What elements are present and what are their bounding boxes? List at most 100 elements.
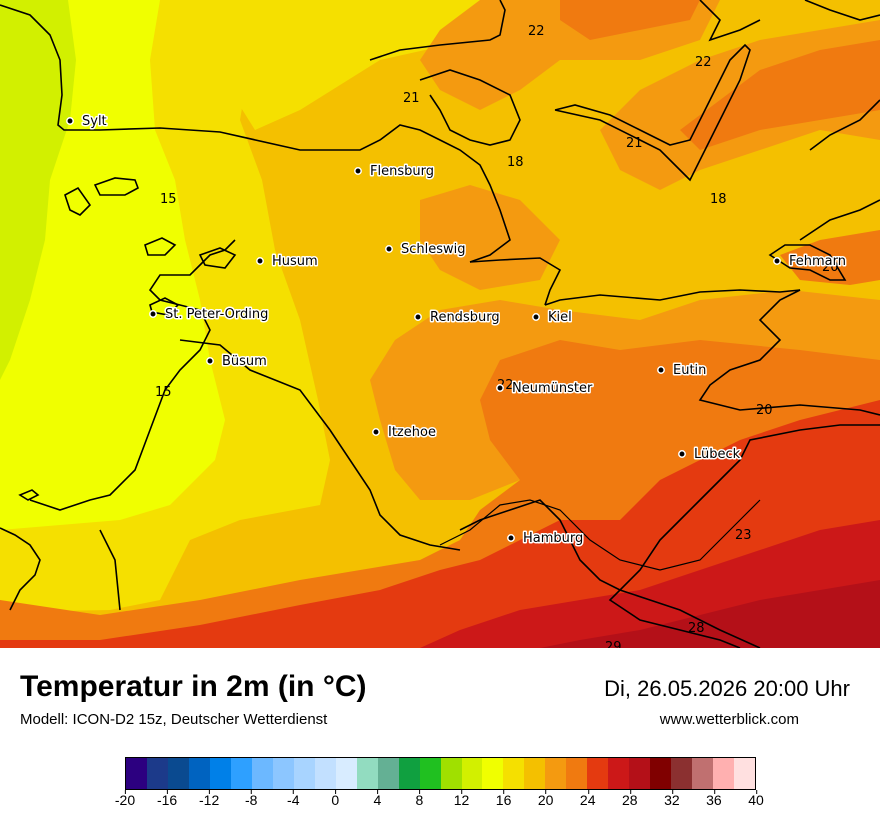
colorbar-segment bbox=[398, 758, 420, 789]
iso-label-6: 18 bbox=[710, 192, 727, 207]
city-label-kiel: Kiel bbox=[548, 310, 572, 325]
state-border bbox=[439, 499, 761, 571]
cities: Sylt Flensburg Husum Schleswig St. Peter… bbox=[66, 113, 848, 548]
colorbar-segment bbox=[356, 758, 378, 789]
colorbar-tick-label: 8 bbox=[415, 790, 424, 808]
iso-label-9: 20 bbox=[822, 260, 839, 275]
iso-label-7: 15 bbox=[160, 192, 177, 207]
city-hamburg: Hamburg bbox=[507, 530, 585, 548]
colorbar-tick-label: 4 bbox=[373, 790, 382, 808]
temp-zone-22-fehmarn bbox=[780, 230, 880, 285]
colorbar-segment bbox=[713, 758, 735, 789]
colorbar-segment bbox=[650, 758, 672, 789]
temp-zone-16-north bbox=[160, 0, 480, 130]
temp-zone-22-northeast bbox=[680, 40, 880, 150]
city-label-luebeck: Lübeck bbox=[694, 447, 741, 462]
temperature-map: 22 22 21 21 18 18 15 15 20 22 20 23 28 2… bbox=[0, 0, 880, 648]
iso-label-1: 22 bbox=[528, 24, 545, 39]
map-title: Temperatur in 2m (in °C) bbox=[20, 670, 367, 703]
city-rendsburg: Rendsburg bbox=[414, 309, 501, 327]
iso-label-3: 21 bbox=[403, 91, 420, 106]
colorbar-tick-label: 12 bbox=[453, 790, 470, 808]
colorbar-tick-label: 36 bbox=[706, 790, 722, 808]
temp-zone-28 bbox=[540, 580, 880, 648]
colorbar-tick-label: -20 bbox=[114, 790, 136, 808]
city-flensburg: Flensburg bbox=[354, 163, 435, 181]
colorbar-segment bbox=[251, 758, 273, 789]
iso-label-4: 21 bbox=[626, 136, 643, 151]
colorbar-tick-label: 16 bbox=[495, 790, 512, 808]
city-st-peter-ording: St. Peter-Ording bbox=[149, 306, 270, 324]
colorbar bbox=[125, 757, 756, 790]
colorbar-tick-label: 24 bbox=[579, 790, 596, 808]
forecast-datetime: Di, 26.05.2026 20:00 Uhr bbox=[604, 676, 850, 701]
iso-label-2: 22 bbox=[695, 55, 712, 70]
temp-zone-22-north bbox=[560, 0, 700, 40]
colorbar-segment bbox=[167, 758, 189, 789]
colorbar-segment bbox=[734, 758, 756, 789]
iso-label-5: 18 bbox=[507, 155, 524, 170]
colorbar-segment bbox=[587, 758, 609, 789]
city-label-itzehoe: Itzehoe bbox=[388, 425, 436, 440]
temp-zone-14 bbox=[0, 0, 76, 380]
iso-label-14: 29 bbox=[605, 640, 622, 648]
city-neumuenster: Neumünster bbox=[496, 380, 594, 398]
model-info: Modell: ICON-D2 15z, Deutscher Wetterdie… bbox=[20, 711, 328, 728]
colorbar-tick-label: 40 bbox=[748, 790, 764, 808]
colorbar-segment bbox=[461, 758, 483, 789]
city-label-st-peter-ording: St. Peter-Ording bbox=[165, 307, 268, 322]
city-label-husum: Husum bbox=[272, 254, 318, 269]
city-buesum: Büsum bbox=[206, 353, 268, 371]
city-label-schleswig: Schleswig bbox=[401, 242, 466, 257]
colorbar-segment bbox=[566, 758, 588, 789]
colorbar-segment bbox=[503, 758, 525, 789]
city-sylt: Sylt bbox=[66, 113, 108, 131]
colorbar-segment bbox=[692, 758, 714, 789]
colorbar-ticks: -20 -16 -12 -8 -4 0 4 8 12 16 20 24 28 32 36 40 bbox=[115, 790, 764, 822]
colorbar-segment bbox=[335, 758, 357, 789]
colorbar-tick-label: 20 bbox=[537, 790, 554, 808]
iso-label-13: 28 bbox=[688, 621, 705, 636]
colorbar-segment bbox=[209, 758, 231, 789]
colorbar-tick-label: -12 bbox=[199, 790, 220, 808]
colorbar-segment bbox=[146, 758, 168, 789]
city-label-rendsburg: Rendsburg bbox=[430, 310, 500, 325]
colorbar-tick-label: -4 bbox=[287, 790, 300, 808]
colorbar-segment bbox=[545, 758, 567, 789]
colorbar-tick-label: 32 bbox=[664, 790, 680, 808]
city-label-fehmarn: Fehmarn bbox=[789, 254, 846, 269]
colorbar-tick-label: 0 bbox=[331, 790, 340, 808]
colorbar-segment bbox=[524, 758, 546, 789]
colorbar-segment bbox=[314, 758, 336, 789]
website-link[interactable]: www.wetterblick.com bbox=[659, 711, 799, 728]
iso-label-12: 23 bbox=[735, 528, 752, 543]
colorbar-segment bbox=[440, 758, 462, 789]
colorbar-segment bbox=[230, 758, 252, 789]
iso-label-8: 15 bbox=[155, 385, 172, 400]
city-schleswig: Schleswig bbox=[385, 241, 467, 259]
city-kiel: Kiel bbox=[532, 309, 573, 327]
colorbar-tick-label: 28 bbox=[622, 790, 638, 808]
iso-label-11: 20 bbox=[756, 403, 773, 418]
city-label-neumuenster: Neumünster bbox=[512, 381, 593, 396]
city-label-hamburg: Hamburg bbox=[523, 531, 583, 546]
colorbar-segment bbox=[126, 758, 147, 789]
colorbar-segment bbox=[188, 758, 210, 789]
city-label-flensburg: Flensburg bbox=[370, 164, 434, 179]
colorbar-segment bbox=[419, 758, 441, 789]
colorbar-tick-label: -16 bbox=[156, 790, 178, 808]
colorbar-segment bbox=[293, 758, 315, 789]
city-luebeck: Lübeck bbox=[678, 446, 742, 464]
colorbar-tick-label: -8 bbox=[244, 790, 258, 808]
city-fehmarn: Fehmarn bbox=[773, 253, 848, 271]
colorbar-segment bbox=[671, 758, 693, 789]
colorbar-segment bbox=[377, 758, 399, 789]
city-label-sylt: Sylt bbox=[82, 114, 107, 129]
city-label-buesum: Büsum bbox=[222, 354, 267, 369]
coastline bbox=[0, 0, 880, 648]
city-husum: Husum bbox=[256, 253, 319, 271]
city-eutin: Eutin bbox=[657, 362, 708, 380]
colorbar-segment bbox=[629, 758, 651, 789]
city-itzehoe: Itzehoe bbox=[372, 424, 437, 442]
colorbar-segment bbox=[482, 758, 504, 789]
